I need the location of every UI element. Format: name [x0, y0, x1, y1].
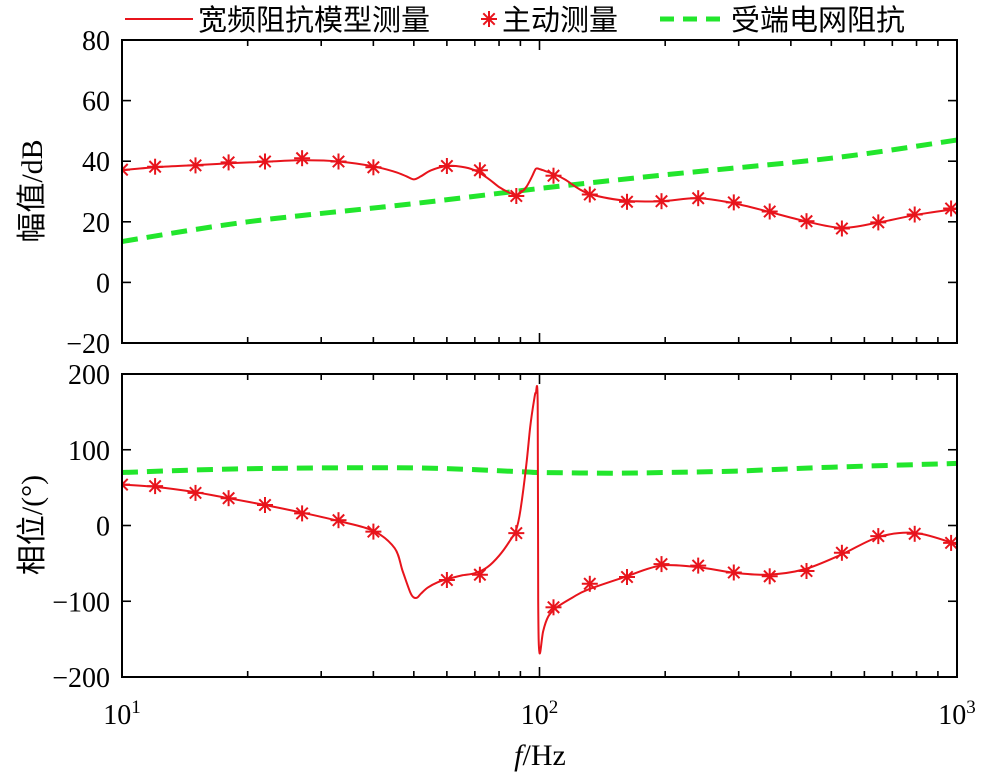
- mag-active-marker: [122, 161, 130, 178]
- ph-active-marker: [761, 568, 778, 585]
- ph-active-marker: [798, 563, 815, 579]
- mag-active-marker: [581, 186, 598, 203]
- phase-y-tick-labels: −200 −100 0 100 200: [52, 360, 110, 694]
- x-tick-label: 101: [103, 697, 141, 731]
- ph-ytick-label: 200: [68, 360, 110, 391]
- magnitude-y-tick-labels: −20 0 20 40 60 80: [66, 26, 110, 360]
- ph-active-marker: [906, 525, 923, 542]
- ph-active-marker: [833, 544, 850, 561]
- mag-ytick-label: 60: [82, 87, 110, 118]
- mag-active-marker: [257, 153, 273, 170]
- ph-active-marker: [294, 505, 311, 522]
- magnitude-series-model: [122, 159, 957, 229]
- legend-label-model: 宽频阻抗模型测量: [198, 4, 430, 37]
- ph-active-marker: [545, 599, 562, 616]
- ph-active-marker: [122, 476, 130, 493]
- mag-active-marker: [833, 220, 850, 237]
- x-tick-labels: 101 102 103: [103, 697, 976, 731]
- mag-ytick-label: 80: [82, 26, 110, 57]
- mag-active-marker: [798, 213, 815, 230]
- magnitude-y-label: 幅值/dB: [16, 139, 49, 242]
- x-tick-label: 102: [521, 697, 559, 731]
- mag-ytick-label: 20: [82, 208, 110, 239]
- mag-ytick-label: −20: [66, 329, 110, 360]
- ph-active-marker: [619, 569, 635, 585]
- ph-ytick-label: −100: [52, 587, 110, 618]
- ph-active-marker: [365, 523, 382, 540]
- mag-active-marker: [870, 214, 887, 231]
- mag-ytick-label: 40: [82, 147, 110, 178]
- ph-ytick-label: −200: [52, 663, 110, 694]
- x-tick-label: 103: [938, 697, 976, 731]
- legend: 宽频阻抗模型测量 主动测量 受端电网阻抗: [125, 4, 905, 37]
- mag-active-marker: [471, 162, 488, 179]
- mag-active-marker: [690, 190, 707, 207]
- magnitude-plot-frame: [121, 39, 958, 344]
- ph-ytick-label: 100: [68, 436, 110, 467]
- phase-series-model: [122, 385, 957, 655]
- ph-active-marker: [257, 497, 273, 513]
- magnitude-subplot: −20 0 20 40 60 80 幅值/dB: [16, 26, 958, 360]
- mag-active-marker: [761, 203, 778, 220]
- ph-active-marker: [581, 575, 598, 592]
- phase-plot-frame: [121, 373, 958, 678]
- mag-active-marker: [294, 150, 311, 167]
- phase-series-active-markers: [122, 476, 957, 616]
- phase-series-grid-impedance: [122, 460, 957, 476]
- phase-subplot: −200 −100 0 100 200 相位/(°): [16, 360, 958, 694]
- ph-ytick-label: 0: [96, 512, 110, 543]
- mag-ytick-label: 0: [96, 268, 110, 299]
- mag-active-marker: [438, 158, 455, 174]
- legend-label-grid: 受端电网阻抗: [731, 4, 905, 37]
- legend-swatch-active: [481, 11, 497, 27]
- magnitude-series-active-markers: [122, 150, 957, 237]
- ph-active-marker: [220, 490, 237, 507]
- mag-active-marker: [653, 193, 670, 210]
- magnitude-ticks: [121, 39, 957, 344]
- ph-active-marker: [725, 564, 742, 581]
- mag-active-marker: [220, 154, 237, 171]
- ph-active-marker: [330, 512, 347, 529]
- ph-active-marker: [690, 557, 707, 574]
- magnitude-series-grid-impedance: [122, 137, 957, 244]
- ph-active-marker: [147, 478, 164, 495]
- mag-active-marker: [545, 167, 562, 184]
- x-axis-label: f/Hz: [514, 739, 566, 772]
- mag-active-marker: [147, 158, 164, 175]
- ph-active-marker: [653, 556, 670, 573]
- ph-active-marker: [508, 525, 525, 542]
- phase-y-label: 相位/(°): [16, 475, 49, 575]
- mag-active-marker: [906, 206, 923, 223]
- mag-active-marker: [619, 193, 635, 210]
- ph-active-marker: [471, 566, 488, 583]
- ph-active-marker: [438, 572, 455, 588]
- mag-active-marker: [187, 157, 204, 174]
- mag-active-marker: [725, 194, 742, 211]
- mag-active-marker: [508, 188, 525, 204]
- mag-active-marker: [365, 159, 382, 176]
- ph-active-marker: [187, 484, 204, 501]
- mag-active-marker: [330, 153, 347, 170]
- legend-label-active: 主动测量: [502, 4, 618, 37]
- ph-active-marker: [870, 528, 887, 545]
